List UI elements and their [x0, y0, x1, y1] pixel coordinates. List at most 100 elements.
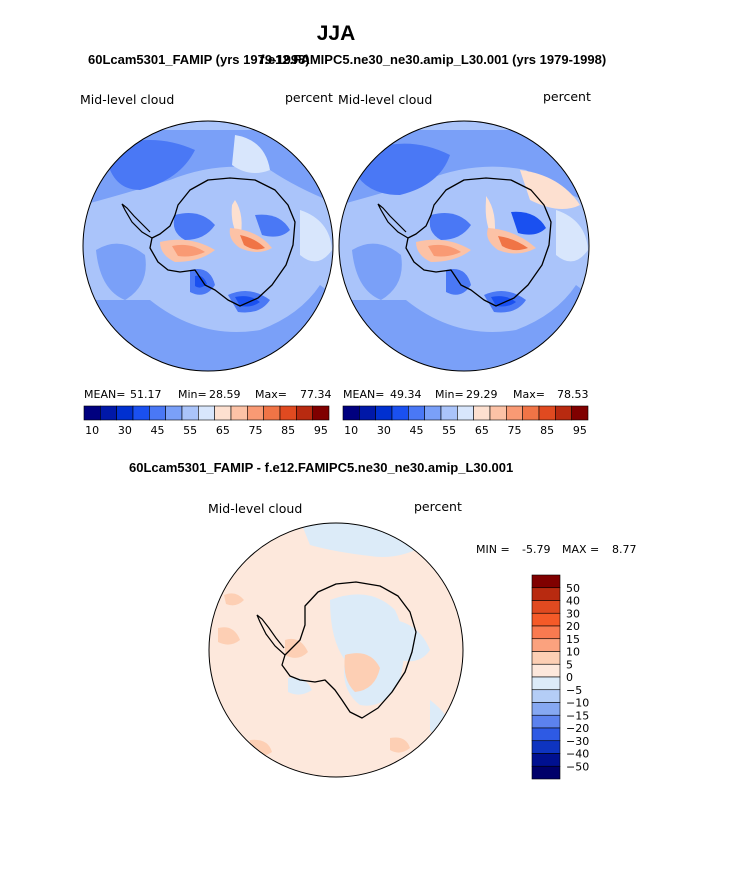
right-max-value: 78.53 — [557, 388, 589, 401]
left-colorbar-swatch — [263, 405, 281, 421]
left-colorbar-swatch — [181, 405, 199, 421]
left-colorbar-swatch — [312, 405, 330, 421]
diff-colorbar-swatch — [531, 638, 561, 652]
diff-units-label: percent — [414, 499, 462, 514]
figure-title: JJA — [317, 22, 356, 45]
right-colorbar: 10 30 45 55 65 75 85 95 — [342, 405, 589, 437]
diff-colorbar-swatch — [531, 676, 561, 691]
diff-colorbar-swatch — [531, 727, 561, 742]
diff-colorbar-swatch — [531, 689, 561, 703]
left-colorbar-swatch — [214, 405, 232, 421]
left-colorbar-swatch — [198, 405, 215, 421]
left-colorbar-tick-label: 75 — [249, 424, 263, 437]
right-colorbar-swatch — [424, 405, 442, 421]
right-colorbar-swatch — [440, 405, 458, 421]
right-colorbar-tick-label: 65 — [475, 424, 489, 437]
right-colorbar-tick-label: 75 — [508, 424, 522, 437]
left-antarctica-coastline — [149, 177, 296, 307]
diff-max-value: 8.77 — [612, 543, 637, 556]
left-variable-label: Mid-level cloud — [80, 92, 174, 107]
diff-colorbar-swatch — [531, 587, 561, 601]
diff-antarctica-coastline — [281, 581, 417, 719]
right-colorbar-tick-label: 55 — [442, 424, 456, 437]
right-panel-title: f.e12.FAMIPC5.ne30_ne30.amip_L30.001 (yr… — [260, 52, 606, 67]
right-variable-label: Mid-level cloud — [338, 92, 432, 107]
right-colorbar-tick-label: 10 — [344, 424, 358, 437]
left-colorbar-tick-label: 30 — [118, 424, 132, 437]
right-map-border — [338, 120, 590, 372]
diff-colorbar-tick-label: −10 — [566, 697, 589, 710]
right-colorbar-swatch — [375, 405, 393, 421]
right-colorbar-swatch — [522, 405, 540, 421]
right-colorbar-swatch — [538, 405, 556, 421]
diff-colorbar-swatch — [531, 651, 561, 665]
right-colorbar-tick-label: 30 — [377, 424, 391, 437]
diff-colorbar-tick-label: 15 — [566, 633, 580, 646]
diff-colorbar-tick-label: 30 — [566, 607, 580, 620]
left-panel-title: 60Lcam5301_FAMIP (yrs 1979-1998) — [88, 52, 310, 67]
diff-colorbar-swatch — [531, 612, 561, 627]
diff-colorbar-tick-label: 10 — [566, 646, 580, 659]
left-peninsula — [121, 203, 153, 239]
diff-colorbar-tick-label: −40 — [566, 748, 589, 761]
right-peninsula — [377, 203, 409, 239]
diff-colorbar-swatch — [531, 740, 561, 754]
right-mean-value: 49.34 — [390, 388, 422, 401]
diff-colorbar-swatch — [531, 714, 561, 729]
right-mean-label: MEAN= — [343, 388, 384, 401]
right-units-label: percent — [543, 89, 591, 104]
left-units-label: percent — [285, 90, 333, 105]
right-colorbar-swatch — [342, 405, 360, 421]
left-colorbar-swatch — [296, 405, 313, 421]
left-map-border — [82, 120, 334, 372]
left-mean-label: MEAN= — [84, 388, 125, 401]
diff-colorbar-tick-label: −30 — [566, 735, 589, 748]
right-min-label: Min= — [435, 388, 464, 401]
left-min-value: 28.59 — [209, 388, 241, 401]
left-colorbar-swatch — [83, 405, 101, 421]
diff-colorbar-tick-label: −20 — [566, 722, 589, 735]
diff-colorbar-tick-label: 0 — [566, 671, 573, 684]
diff-variable-label: Mid-level cloud — [208, 501, 302, 516]
left-colorbar-swatch — [100, 405, 117, 421]
left-colorbar-tick-label: 45 — [151, 424, 165, 437]
diff-colorbar-swatch — [531, 663, 561, 678]
left-colorbar-tick-label: 95 — [314, 424, 328, 437]
diff-colorbar-swatch — [531, 600, 561, 614]
right-colorbar-tick-label: 45 — [410, 424, 424, 437]
left-colorbar-swatch — [132, 405, 150, 421]
left-colorbar-swatch — [165, 405, 183, 421]
diff-colorbar-swatch — [531, 574, 561, 589]
diff-min-label: MIN = — [476, 543, 510, 556]
diff-colorbar-tick-label: 5 — [566, 658, 573, 671]
right-min-value: 29.29 — [466, 388, 498, 401]
diff-colorbar-swatch — [531, 753, 561, 767]
right-colorbar-swatch — [555, 405, 572, 421]
right-colorbar-swatch — [489, 405, 507, 421]
right-colorbar-swatch — [457, 405, 474, 421]
left-colorbar-tick-label: 85 — [281, 424, 295, 437]
diff-colorbar-tick-label: −50 — [566, 760, 589, 773]
left-colorbar: 10 30 45 55 65 75 85 95 — [83, 405, 330, 437]
left-colorbar-swatch — [279, 405, 297, 421]
diff-peninsula — [256, 614, 286, 656]
left-colorbar-tick-label: 65 — [216, 424, 230, 437]
right-colorbar-swatch — [571, 405, 589, 421]
right-colorbar-tick-label: 85 — [540, 424, 554, 437]
right-colorbar-swatch — [391, 405, 409, 421]
left-colorbar-tick-label: 10 — [85, 424, 99, 437]
right-antarctica-coastline — [405, 177, 552, 307]
diff-colorbar-swatch — [531, 702, 561, 716]
left-colorbar-tick-label: 55 — [183, 424, 197, 437]
right-colorbar-swatch — [408, 405, 425, 421]
left-colorbar-swatch — [116, 405, 134, 421]
difference-map-border — [208, 522, 464, 778]
left-colorbar-swatch — [149, 405, 166, 421]
left-max-label: Max= — [255, 388, 287, 401]
diff-colorbar-swatch — [531, 625, 561, 640]
left-min-label: Min= — [178, 388, 207, 401]
diff-colorbar-tick-label: −15 — [566, 709, 589, 722]
right-colorbar-swatch — [359, 405, 376, 421]
